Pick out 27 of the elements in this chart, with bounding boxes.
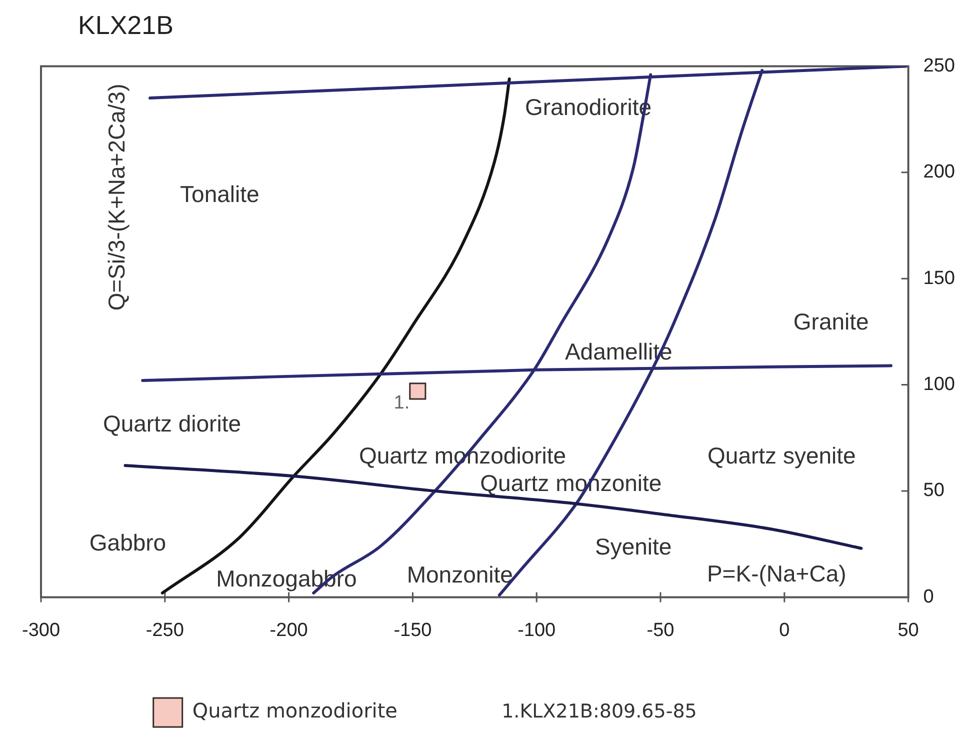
annotation: 1. [394, 392, 410, 414]
annotation: Quartz syenite [708, 442, 856, 468]
x-tick-label: -100 [518, 620, 556, 641]
y-tick-label: 250 [923, 55, 955, 76]
x-tick-label: 0 [779, 620, 790, 641]
annotation: Granite [793, 308, 869, 335]
annotation: Monzonite [406, 561, 513, 588]
annotation: Gabbro [89, 529, 166, 556]
x-tick-label: -250 [146, 620, 184, 641]
x-tick-label: -200 [270, 620, 308, 641]
y-tick-label: 200 [923, 162, 955, 183]
text: 1.KLX21B:809.65-85 [502, 700, 697, 722]
y-tick-label: 100 [923, 374, 955, 396]
annotation: Tonalite [180, 181, 260, 208]
x-tick-label: -300 [22, 620, 60, 641]
x-tick-label: 50 [898, 620, 919, 641]
y-tick-label: 50 [923, 480, 944, 502]
annotation: Syenite [595, 534, 672, 560]
x-axis-title: P=K-(Na+Ca) [706, 560, 846, 587]
x-tick-label: -150 [394, 620, 432, 641]
chart-title: KLX21B [78, 10, 174, 40]
x-tick-label: -50 [646, 620, 674, 641]
annotation: Quartz diorite [102, 410, 242, 436]
y-tick-label: 150 [923, 268, 955, 289]
legend-label: Quartz monzodiorite [192, 698, 398, 723]
y-tick-label: 0 [923, 586, 934, 608]
y-axis-title: Q=Si/3-(K+Na+2Ca/3) [103, 84, 130, 311]
